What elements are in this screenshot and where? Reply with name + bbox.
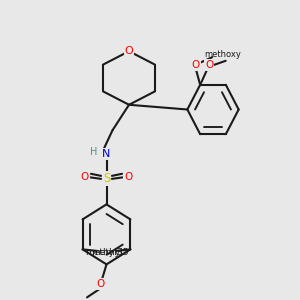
- Text: S: S: [103, 172, 110, 185]
- Text: methyl5: methyl5: [91, 248, 128, 257]
- Text: H: H: [90, 147, 97, 157]
- Text: methyl3: methyl3: [85, 248, 122, 257]
- Text: O: O: [124, 46, 134, 56]
- Text: O: O: [81, 172, 89, 182]
- Text: N: N: [102, 149, 111, 159]
- Text: O: O: [96, 279, 105, 289]
- Text: O: O: [124, 172, 132, 182]
- Text: O: O: [191, 60, 200, 70]
- Text: O: O: [205, 60, 213, 70]
- Text: methoxy: methoxy: [204, 50, 241, 59]
